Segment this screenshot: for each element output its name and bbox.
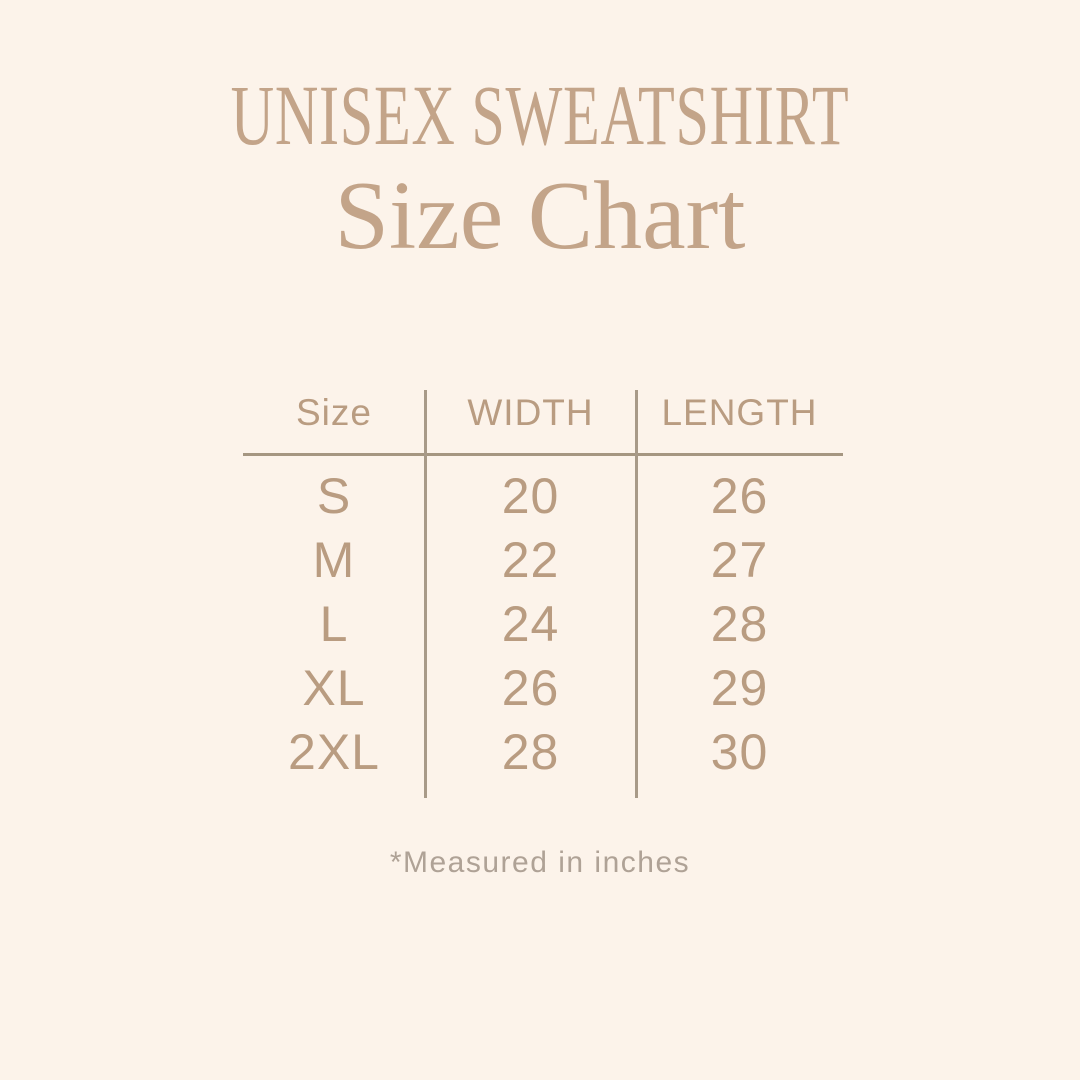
size-cell: M bbox=[312, 532, 356, 588]
size-cell: XL bbox=[302, 660, 366, 716]
size-cell: S bbox=[316, 468, 352, 524]
table-row: 2XL 28 30 bbox=[243, 722, 843, 786]
table-row: M 22 27 bbox=[243, 530, 843, 594]
size-cell: 2XL bbox=[288, 724, 380, 780]
table-body: S 20 26 M 22 27 L 24 28 XL 26 29 2XL 28 bbox=[243, 466, 843, 786]
length-cell: 27 bbox=[710, 532, 769, 588]
width-cell: 26 bbox=[501, 660, 560, 716]
column-header-length: LENGTH bbox=[661, 392, 818, 433]
length-cell: 28 bbox=[710, 596, 769, 652]
page-title: UNISEX SWEATSHIRT bbox=[230, 67, 850, 163]
length-cell: 30 bbox=[710, 724, 769, 780]
column-header-size: Size bbox=[296, 392, 372, 433]
table-row: S 20 26 bbox=[243, 466, 843, 530]
column-divider-line-1 bbox=[424, 390, 427, 798]
column-header-width: WIDTH bbox=[467, 392, 594, 433]
table-row: XL 26 29 bbox=[243, 658, 843, 722]
width-cell: 22 bbox=[501, 532, 560, 588]
width-cell: 28 bbox=[501, 724, 560, 780]
table-row: L 24 28 bbox=[243, 594, 843, 658]
footnote: *Measured in inches bbox=[389, 846, 691, 879]
width-cell: 24 bbox=[501, 596, 560, 652]
header-divider-line bbox=[243, 453, 843, 456]
length-cell: 29 bbox=[710, 660, 769, 716]
width-cell: 20 bbox=[501, 468, 560, 524]
length-cell: 26 bbox=[710, 468, 769, 524]
size-table: Size WIDTH LENGTH S 20 26 M 22 27 L 24 2… bbox=[243, 390, 843, 798]
column-divider-line-2 bbox=[635, 390, 638, 798]
table-header-row: Size WIDTH LENGTH bbox=[243, 390, 843, 452]
size-cell: L bbox=[319, 596, 349, 652]
page-subtitle: Size Chart bbox=[334, 162, 746, 270]
